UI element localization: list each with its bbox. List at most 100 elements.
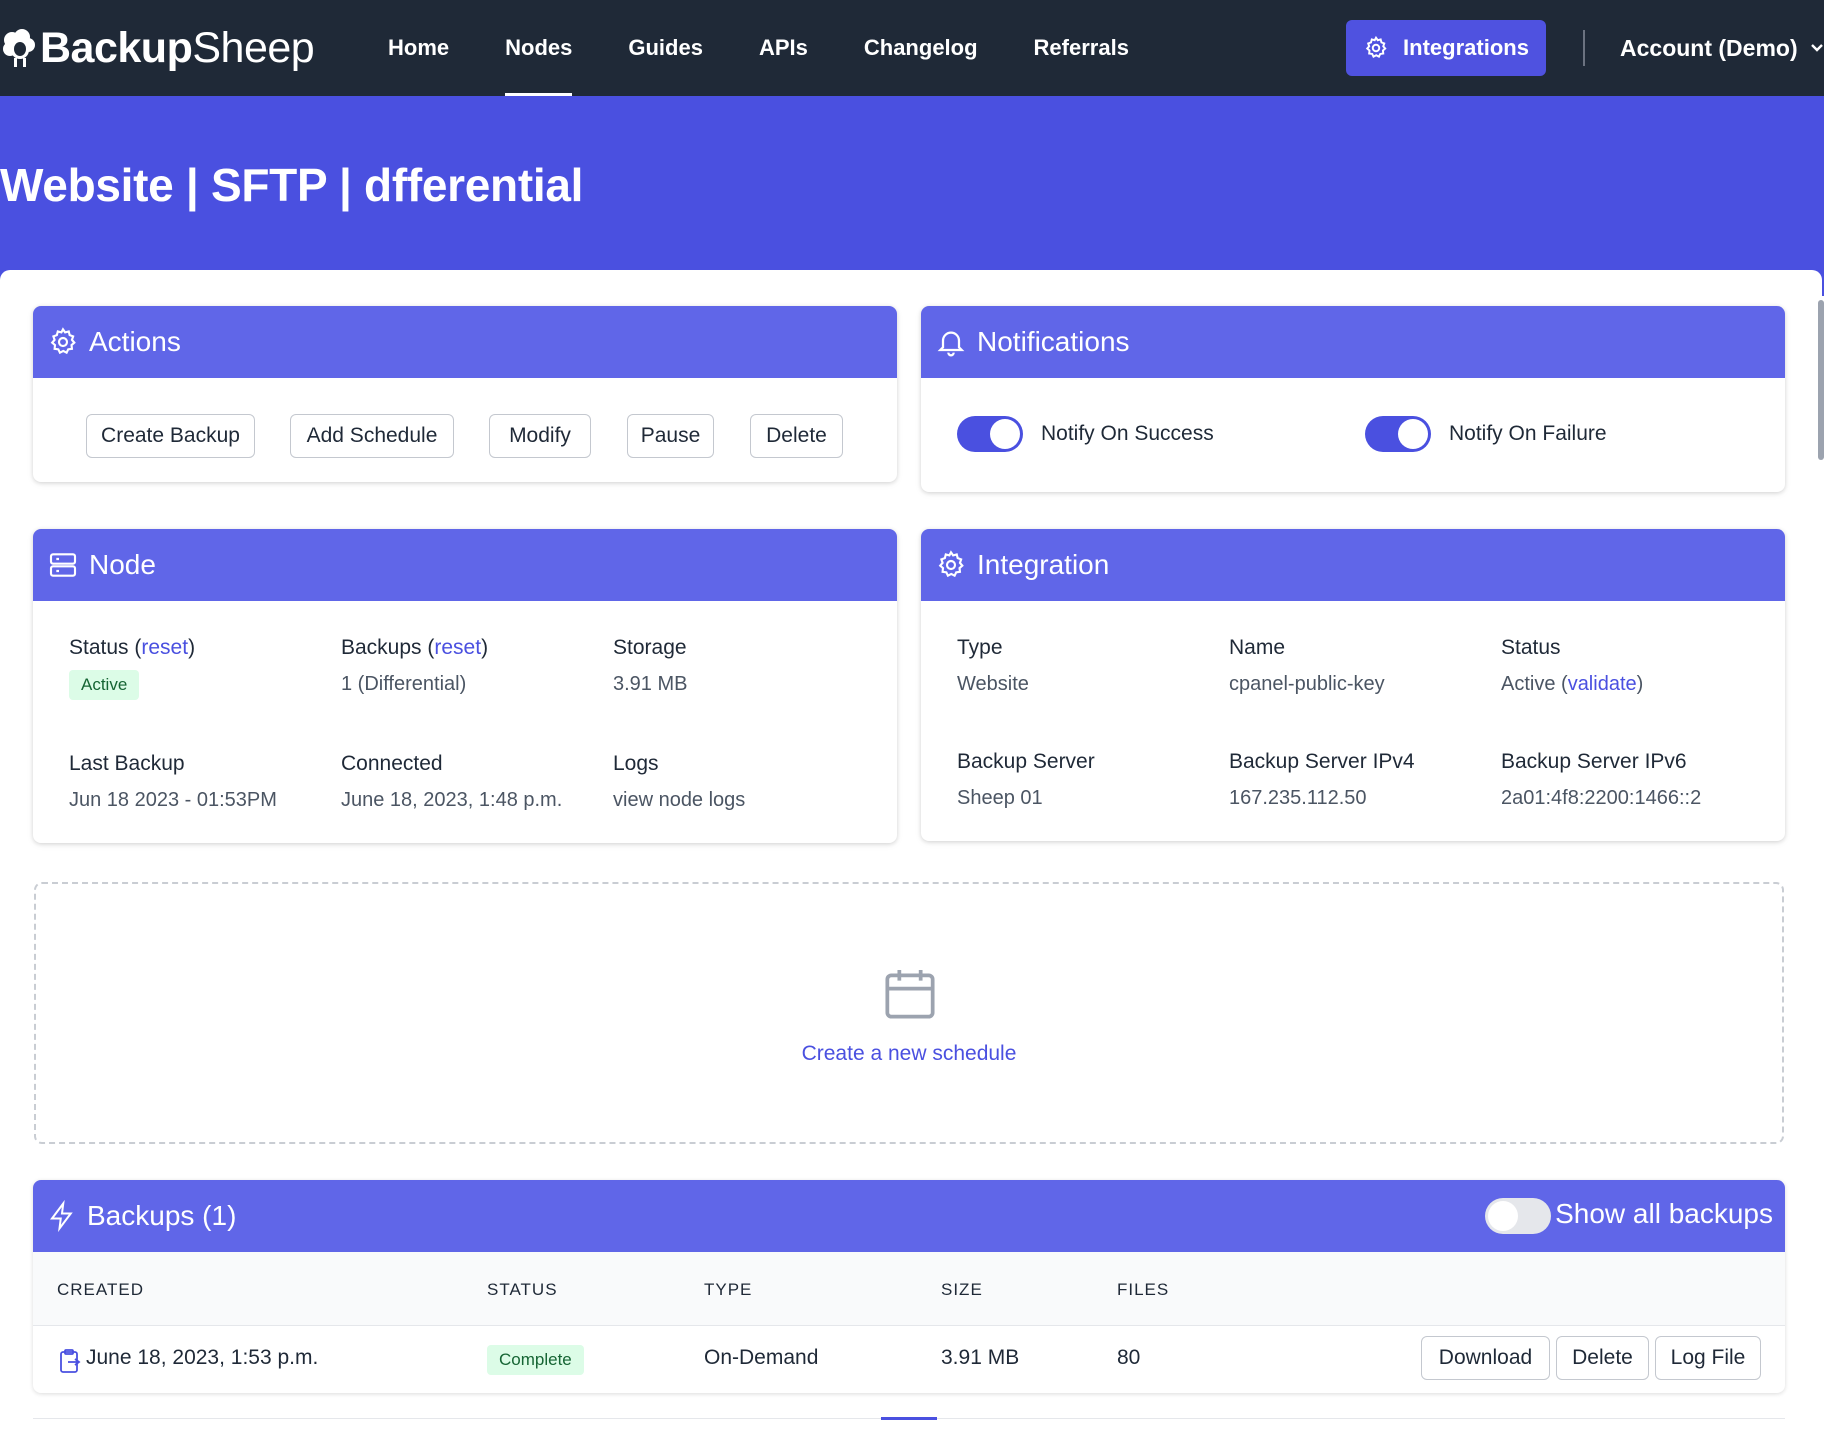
status-reset-link[interactable]: reset <box>141 636 189 659</box>
gear-icon <box>1365 35 1387 58</box>
integration-status-field: Status Active (validate) <box>1501 633 1643 699</box>
integrations-button[interactable]: Integrations <box>1346 20 1546 76</box>
integration-status-value: Active <box>1501 673 1556 695</box>
integration-type-field: Type Website <box>957 633 1029 699</box>
actions-card: Actions Create Backup Add Schedule Modif… <box>33 306 897 482</box>
notify-success-toggle[interactable] <box>957 416 1023 452</box>
calendar-icon <box>885 970 935 1019</box>
nav-apis[interactable]: APIs <box>758 35 808 60</box>
connected-field: Connected June 18, 2023, 1:48 p.m. <box>341 749 562 815</box>
nav-divider <box>1583 30 1585 66</box>
nav-home[interactable]: Home <box>388 35 450 60</box>
row-status-badge: Complete <box>487 1345 584 1375</box>
view-node-logs-link[interactable]: view node logs <box>613 789 746 811</box>
node-header: Node <box>33 529 897 601</box>
main-nav: Home Nodes Guides APIs Changelog Referra… <box>360 0 1157 96</box>
create-backup-button[interactable]: Create Backup <box>86 414 255 458</box>
pause-button[interactable]: Pause <box>627 414 714 458</box>
integration-name-label: Name <box>1229 636 1286 659</box>
row-type: On-Demand <box>704 1346 819 1369</box>
log-file-button[interactable]: Log File <box>1655 1336 1761 1380</box>
status-badge: Active <box>69 670 140 700</box>
ipv6-value: 2a01:4f8:2200:1466::2 <box>1501 787 1702 809</box>
notifications-header: Notifications <box>921 306 1785 378</box>
validate-link[interactable]: validate <box>1567 673 1637 695</box>
nav-referrals[interactable]: Referrals <box>1033 35 1129 60</box>
gear-icon <box>938 550 964 578</box>
col-type: TYPE <box>704 1280 753 1299</box>
backup-server-ipv6-field: Backup Server IPv6 2a01:4f8:2200:1466::2 <box>1501 747 1701 813</box>
delete-backup-button[interactable]: Delete <box>1556 1336 1649 1380</box>
gear-icon <box>50 327 76 355</box>
show-all-backups-label: Show all backups <box>1555 1198 1773 1229</box>
integration-name-link[interactable]: cpanel-public-key <box>1229 673 1385 695</box>
integration-type-label: Type <box>957 636 1003 659</box>
notify-failure-label: Notify On Failure <box>1449 422 1607 445</box>
integration-card: Integration Type Website Name cpanel-pub… <box>921 529 1785 841</box>
server-icon <box>49 553 77 577</box>
delete-node-button[interactable]: Delete <box>750 414 843 458</box>
notify-failure-toggle[interactable] <box>1365 416 1431 452</box>
ipv4-value: 167.235.112.50 <box>1229 787 1367 809</box>
logo-text-light: Sheep <box>192 23 315 72</box>
create-schedule-panel[interactable]: Create a new schedule <box>34 882 1784 1144</box>
logo-text-bold: Backup <box>40 23 193 72</box>
connected-value: June 18, 2023, 1:48 p.m. <box>341 789 563 811</box>
integration-header: Integration <box>921 529 1785 601</box>
backups-table-header: CREATED STATUS TYPE SIZE FILES <box>33 1252 1785 1326</box>
row-created: June 18, 2023, 1:53 p.m. <box>86 1346 319 1369</box>
integration-title: Integration <box>977 549 1110 580</box>
integration-status-label: Status <box>1501 636 1561 659</box>
last-backup-field: Last Backup Jun 18 2023 - 01:53PM <box>69 749 277 815</box>
col-status: STATUS <box>487 1280 558 1299</box>
add-schedule-button[interactable]: Add Schedule <box>290 414 454 458</box>
page-title: Website | SFTP | dfferential <box>0 159 584 211</box>
last-backup-label: Last Backup <box>69 752 185 775</box>
ipv4-label: Backup Server IPv4 <box>1229 750 1415 773</box>
brand-logo[interactable]: Backup Sheep <box>0 22 315 74</box>
col-size: SIZE <box>941 1280 983 1299</box>
backup-server-ipv4-field: Backup Server IPv4 167.235.112.50 <box>1229 747 1415 813</box>
ipv6-label: Backup Server IPv6 <box>1501 750 1687 773</box>
actions-header: Actions <box>33 306 897 378</box>
account-label: Account (Demo) <box>1620 34 1798 61</box>
account-menu[interactable]: Account (Demo) <box>1620 28 1824 68</box>
node-backups-field: Backups (reset) 1 (Differential) <box>341 633 488 699</box>
scrollbar[interactable] <box>1818 300 1824 460</box>
node-backups-value: 1 (Differential) <box>341 673 467 695</box>
logs-label: Logs <box>613 752 659 775</box>
bell-icon <box>937 331 965 357</box>
download-button[interactable]: Download <box>1421 1336 1550 1380</box>
integration-name-field: Name cpanel-public-key <box>1229 633 1385 699</box>
backups-card: Backups (1) Show all backups CREATED STA… <box>33 1180 1785 1393</box>
col-created: CREATED <box>57 1280 144 1299</box>
table-row: June 18, 2023, 1:53 p.m. Complete On-Dem… <box>33 1326 1785 1393</box>
backups-header: Backups (1) Show all backups <box>33 1180 1785 1252</box>
node-title: Node <box>89 549 156 580</box>
show-all-backups-toggle[interactable] <box>1485 1198 1551 1234</box>
nav-guides[interactable]: Guides <box>628 35 703 60</box>
node-storage-label: Storage <box>613 636 687 659</box>
node-storage-value: 3.91 MB <box>613 673 688 695</box>
clipboard-icon <box>60 1349 81 1373</box>
sheep-logo-icon <box>3 29 35 67</box>
row-size: 3.91 MB <box>941 1346 1020 1369</box>
chevron-down-icon <box>1810 44 1823 52</box>
node-card: Node Status (reset) Active Backups (rese… <box>33 529 897 843</box>
modify-button[interactable]: Modify <box>489 414 591 458</box>
notify-success-label: Notify On Success <box>1041 422 1214 445</box>
pagination-indicator <box>881 1417 937 1420</box>
backups-title: Backups (1) <box>87 1200 237 1231</box>
notifications-card: Notifications Notify On Success Notify O… <box>921 306 1785 492</box>
integration-type-value: Website <box>957 673 1029 695</box>
nav-nodes[interactable]: Nodes <box>477 0 600 96</box>
backup-server-field: Backup Server Sheep 01 <box>957 747 1095 813</box>
backup-server-label: Backup Server <box>957 750 1095 773</box>
create-schedule-link[interactable]: Create a new schedule <box>801 1042 1017 1065</box>
node-backups-label: Backups <box>341 636 422 659</box>
nav-changelog[interactable]: Changelog <box>863 35 978 60</box>
notifications-title: Notifications <box>977 326 1130 357</box>
lightning-icon <box>50 1200 73 1232</box>
node-status-field: Status (reset) Active <box>69 633 195 700</box>
backups-reset-link[interactable]: reset <box>434 636 482 659</box>
